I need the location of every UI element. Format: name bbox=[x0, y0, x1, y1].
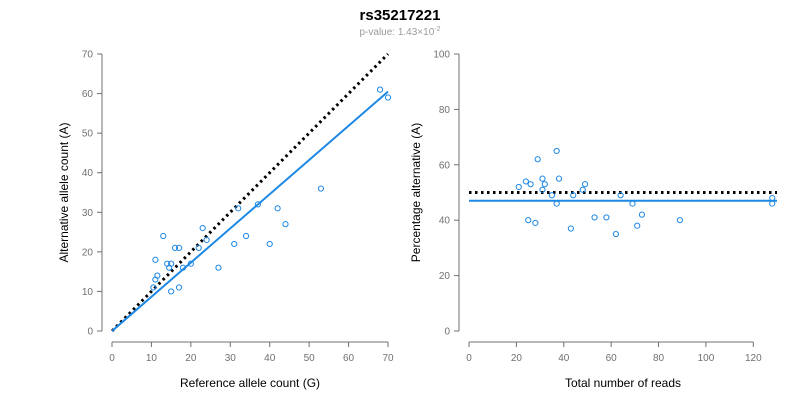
y-tick-label: 0 bbox=[444, 327, 450, 338]
y-tick-label: 80 bbox=[439, 105, 451, 116]
data-point bbox=[154, 272, 161, 279]
data-point bbox=[591, 214, 598, 221]
y-tick-label: 70 bbox=[82, 50, 94, 61]
data-point bbox=[168, 260, 175, 267]
x-tick-label: 20 bbox=[511, 353, 523, 364]
data-point bbox=[160, 232, 167, 240]
y-tick-label: 40 bbox=[439, 216, 451, 227]
data-point bbox=[532, 219, 539, 227]
fit-line bbox=[111, 90, 389, 332]
y-axis-label: Percentage alternative (A) bbox=[409, 123, 423, 262]
data-point bbox=[555, 175, 563, 182]
data-point bbox=[266, 240, 273, 248]
data-point bbox=[629, 200, 636, 207]
data-point bbox=[171, 244, 179, 251]
p-value-text: p-value: 1.43×10 bbox=[359, 27, 434, 38]
x-tick-label: 20 bbox=[185, 353, 197, 364]
data-point bbox=[553, 147, 560, 155]
data-point bbox=[522, 178, 529, 185]
x-tick-label: 40 bbox=[264, 353, 276, 364]
data-point bbox=[638, 211, 646, 218]
data-point bbox=[548, 192, 556, 199]
data-point bbox=[541, 181, 548, 188]
reference-dotted-line bbox=[110, 52, 390, 333]
data-point bbox=[254, 201, 261, 208]
y-tick-label: 10 bbox=[82, 287, 94, 298]
data-point bbox=[515, 183, 522, 191]
x-tick-label: 120 bbox=[745, 353, 762, 364]
data-point bbox=[612, 230, 619, 238]
data-point bbox=[179, 264, 187, 271]
data-point bbox=[195, 244, 202, 251]
data-point bbox=[603, 214, 610, 221]
y-tick-label: 50 bbox=[82, 129, 94, 140]
data-point bbox=[377, 86, 384, 93]
p-value-exponent: -2 bbox=[434, 26, 440, 33]
data-point bbox=[175, 284, 183, 291]
x-axis-label: Reference allele count (G) bbox=[180, 376, 320, 390]
y-tick-label: 60 bbox=[82, 89, 94, 100]
x-tick-label: 0 bbox=[466, 353, 472, 364]
data-point bbox=[203, 236, 210, 244]
data-point bbox=[579, 186, 586, 193]
data-point bbox=[274, 205, 281, 212]
x-tick-label: 40 bbox=[558, 353, 570, 364]
y-tick-label: 40 bbox=[82, 168, 94, 179]
x-tick-label: 60 bbox=[606, 353, 618, 364]
x-tick-label: 30 bbox=[225, 353, 237, 364]
data-point bbox=[567, 225, 574, 232]
data-point bbox=[534, 156, 541, 163]
y-tick-label: 60 bbox=[439, 160, 451, 171]
y-tick-label: 100 bbox=[433, 50, 450, 61]
left-scatter-panel: 0 10 20 30 40 50 60 70 0 10 20 30 40 50 60 70 Reference … bbox=[57, 50, 394, 391]
data-point bbox=[317, 185, 325, 192]
x-tick-label: 60 bbox=[343, 353, 355, 364]
data-point bbox=[235, 205, 242, 212]
right-scatter-panel: 0 20 40 60 80 100 120 0 20 40 60 80 100 Total number … bbox=[409, 50, 777, 390]
x-tick-label: 80 bbox=[653, 353, 665, 364]
data-point bbox=[539, 175, 546, 182]
data-point bbox=[199, 225, 206, 232]
data-point bbox=[570, 192, 577, 199]
data-point bbox=[175, 244, 183, 251]
data-point bbox=[215, 264, 222, 271]
y-axis-label: Alternative allele count (A) bbox=[57, 122, 71, 262]
y-tick-label: 20 bbox=[82, 247, 94, 258]
x-tick-label: 10 bbox=[146, 353, 158, 364]
data-point bbox=[769, 194, 776, 202]
data-point bbox=[617, 192, 624, 199]
y-tick-label: 30 bbox=[82, 208, 94, 219]
data-point bbox=[553, 200, 560, 207]
data-point bbox=[527, 181, 534, 188]
x-axis-label: Total number of reads bbox=[565, 376, 681, 390]
data-point bbox=[676, 217, 683, 224]
data-point bbox=[525, 217, 532, 224]
data-point bbox=[282, 221, 289, 228]
data-point bbox=[384, 94, 392, 101]
y-tick-label: 0 bbox=[87, 327, 93, 338]
data-point bbox=[187, 260, 194, 267]
x-tick-label: 0 bbox=[109, 353, 115, 364]
data-point bbox=[581, 181, 589, 188]
x-tick-label: 70 bbox=[382, 353, 394, 364]
data-point bbox=[168, 288, 175, 295]
data-point bbox=[152, 256, 159, 263]
chart-title: rs35217221 bbox=[360, 7, 441, 24]
data-point bbox=[242, 232, 250, 240]
chart-subtitle: p-value: 1.43×10-2 bbox=[359, 26, 440, 38]
data-point bbox=[539, 186, 546, 193]
data-point bbox=[231, 240, 238, 248]
x-tick-label: 100 bbox=[698, 353, 715, 364]
data-point bbox=[150, 284, 157, 291]
x-tick-label: 50 bbox=[304, 353, 316, 364]
y-tick-label: 20 bbox=[439, 271, 451, 282]
data-point bbox=[634, 222, 641, 229]
